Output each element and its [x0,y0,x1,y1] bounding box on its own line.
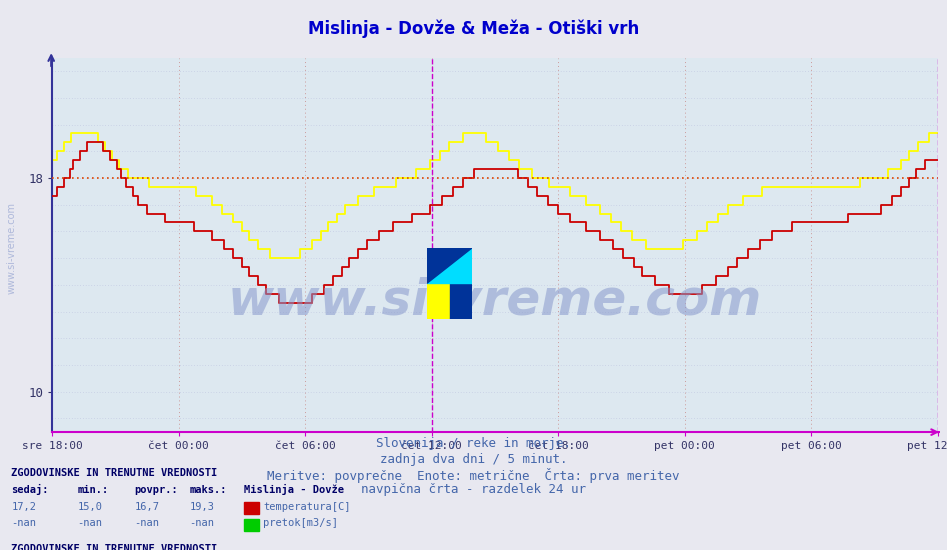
Polygon shape [427,248,473,283]
Text: Mislinja - Dovže: Mislinja - Dovže [244,485,345,496]
Text: Mislinja - Dovže & Meža - Otiški vrh: Mislinja - Dovže & Meža - Otiški vrh [308,19,639,38]
Text: -nan: -nan [78,518,102,529]
Text: -nan: -nan [11,518,36,529]
Text: 19,3: 19,3 [189,502,214,512]
Text: www.si-vreme.com: www.si-vreme.com [227,277,762,325]
Bar [427,248,450,283]
Text: -nan: -nan [134,518,159,529]
Text: maks.:: maks.: [189,485,227,496]
Text: 17,2: 17,2 [11,502,36,512]
Text: -nan: -nan [189,518,214,529]
Bar [450,283,473,319]
Text: zadnja dva dni / 5 minut.: zadnja dva dni / 5 minut. [380,453,567,466]
Text: 16,7: 16,7 [134,502,159,512]
Text: sedaj:: sedaj: [11,485,49,496]
Text: 15,0: 15,0 [78,502,102,512]
Polygon shape [427,248,473,283]
Text: www.si-vreme.com: www.si-vreme.com [7,201,16,294]
Text: min.:: min.: [78,485,109,496]
Text: Slovenija / reke in morje.: Slovenija / reke in morje. [376,437,571,450]
Text: pretok[m3/s]: pretok[m3/s] [263,518,338,529]
Text: navpična črta - razdelek 24 ur: navpična črta - razdelek 24 ur [361,483,586,497]
Text: povpr.:: povpr.: [134,485,178,496]
Text: Meritve: povprečne  Enote: metrične  Črta: prva meritev: Meritve: povprečne Enote: metrične Črta:… [267,468,680,483]
Text: ZGODOVINSKE IN TRENUTNE VREDNOSTI: ZGODOVINSKE IN TRENUTNE VREDNOSTI [11,468,218,478]
Bar [427,283,450,319]
Text: temperatura[C]: temperatura[C] [263,502,350,512]
Text: ZGODOVINSKE IN TRENUTNE VREDNOSTI: ZGODOVINSKE IN TRENUTNE VREDNOSTI [11,543,218,550]
Bar [450,248,473,283]
